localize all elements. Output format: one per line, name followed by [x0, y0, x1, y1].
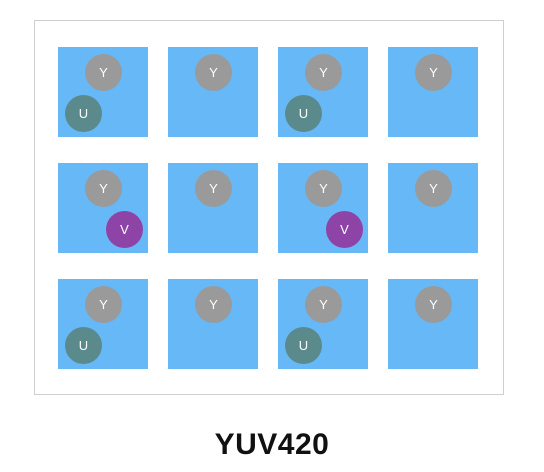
- diagram-caption: YUV420: [214, 428, 330, 461]
- y-sample-dot: Y: [195, 286, 232, 323]
- v-sample-dot: V: [106, 211, 143, 248]
- pixel-cell: Y: [168, 47, 258, 137]
- y-sample-dot: Y: [415, 170, 452, 207]
- pixel-cell: Y: [168, 163, 258, 253]
- pixel-cell: Y: [388, 163, 478, 253]
- u-sample-dot: U: [65, 327, 102, 364]
- y-sample-dot: Y: [195, 54, 232, 91]
- pixel-cell: Y: [388, 47, 478, 137]
- y-sample-dot: Y: [305, 54, 342, 91]
- u-sample-dot: U: [285, 327, 322, 364]
- y-sample-dot: Y: [85, 170, 122, 207]
- u-sample-dot: U: [285, 95, 322, 132]
- y-sample-dot: Y: [415, 286, 452, 323]
- y-sample-dot: Y: [85, 54, 122, 91]
- y-sample-dot: Y: [415, 54, 452, 91]
- pixel-cell: Y: [168, 279, 258, 369]
- u-sample-dot: U: [65, 95, 102, 132]
- y-sample-dot: Y: [305, 286, 342, 323]
- v-sample-dot: V: [326, 211, 363, 248]
- y-sample-dot: Y: [85, 286, 122, 323]
- y-sample-dot: Y: [305, 170, 342, 207]
- pixel-cell: Y: [388, 279, 478, 369]
- y-sample-dot: Y: [195, 170, 232, 207]
